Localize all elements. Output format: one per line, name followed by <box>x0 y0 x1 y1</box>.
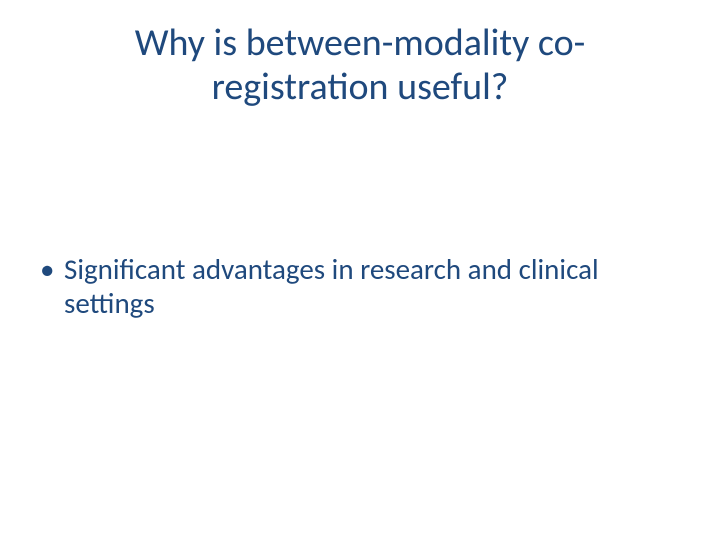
slide-title: Why is between-modality co- registration… <box>0 22 720 109</box>
title-line-2: registration useful? <box>212 64 509 110</box>
title-line-1: Why is between-modality co- <box>135 20 586 66</box>
slide: Why is between-modality co- registration… <box>0 0 720 540</box>
bullet-list: Significant advantages in research and c… <box>38 252 670 320</box>
list-item: Significant advantages in research and c… <box>38 252 670 320</box>
bullet-text: Significant advantages in research and c… <box>64 251 599 321</box>
slide-body: Significant advantages in research and c… <box>38 252 670 320</box>
